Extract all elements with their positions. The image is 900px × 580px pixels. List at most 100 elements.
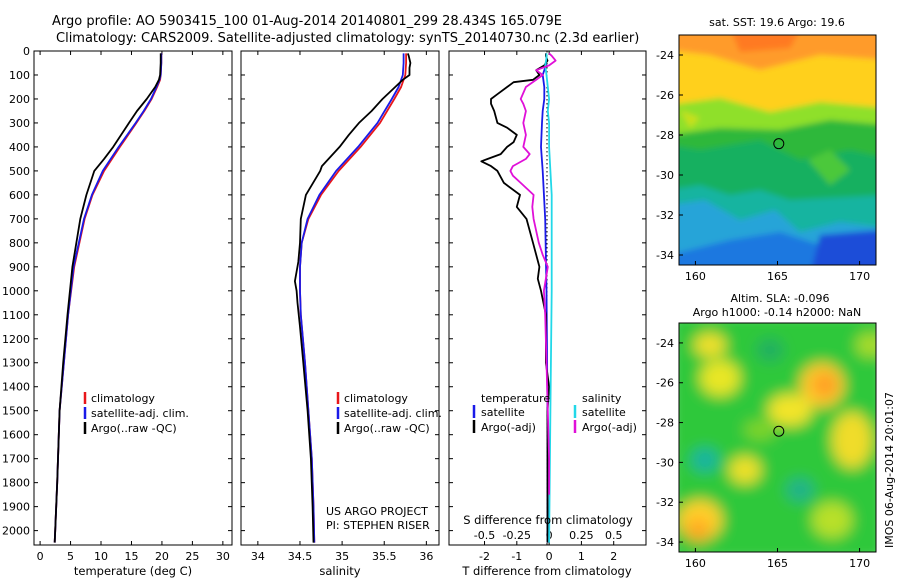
depth-tick-label: 800 (9, 237, 30, 250)
temperature-legend: climatology satellite-adj. clim. Argo(..… (83, 392, 189, 435)
difference-y-ticks (449, 50, 646, 532)
sst-map-title: sat. SST: 19.6 Argo: 19.6 (709, 16, 845, 29)
argo-float-marker (773, 425, 785, 437)
depth-tick-label: 1300 (2, 357, 30, 370)
depth-tick-label: 1200 (2, 333, 30, 346)
depth-tick-label: 200 (9, 93, 30, 106)
difference-series (480, 52, 557, 543)
lat-tick-label: -26 (656, 89, 674, 102)
legend-label-satellite: satellite-adj. clim. (344, 407, 442, 420)
depth-tick-label: 0 (23, 45, 30, 58)
salinity-series (293, 53, 412, 543)
x-tick-label: 30 (216, 550, 230, 563)
legend-header-salinity: salinity (582, 392, 622, 405)
lat-tick-label: -28 (656, 417, 674, 430)
imos-timestamp: IMOS 06-Aug-2014 20:01:07 (883, 392, 896, 548)
legend-header-temperature: temperature (481, 392, 550, 405)
x-tick-label: 25 (185, 550, 199, 563)
sst-map-axes: 160 165 170 -24 -26 -28 -30 -32 -34 (656, 49, 870, 283)
x2-tick-label: -0.5 (474, 529, 495, 542)
legend-label-s-argo: Argo(-adj) (582, 421, 637, 434)
lat-tick-label: -34 (656, 536, 674, 549)
series-line-salinity-argo-adj (509, 52, 557, 495)
sla-map-panel: Altim. SLA: -0.096 Argo h1000: -0.14 h20… (656, 292, 877, 570)
lon-tick-label: 165 (767, 557, 788, 570)
depth-tick-label: 300 (9, 117, 30, 130)
series-line-argo-raw-qc (293, 53, 412, 543)
lat-tick-label: -24 (656, 337, 674, 350)
title-line-1: Argo profile: AO 5903415_100 01-Aug-2014… (52, 14, 562, 29)
sla-map-title: Altim. SLA: -0.096 (730, 292, 829, 305)
legend-label-climatology: climatology (344, 392, 408, 405)
sla-map-axes: 160 165 170 -24 -26 -28 -30 -32 -34 (656, 337, 870, 570)
x-tick-label: 35 (335, 550, 349, 563)
legend-label-argo: Argo(..raw -QC) (344, 422, 430, 435)
legend-label-climatology: climatology (91, 392, 155, 405)
depth-tick-label: 1800 (2, 477, 30, 490)
x-tick-label: 0 (37, 550, 44, 563)
difference-legend-temperature: temperature satellite Argo(-adj) (472, 392, 550, 434)
salinity-panel: 34 34.5 35 35.5 36 climatology satellite-adj… (240, 50, 442, 578)
x-tick-label: 15 (124, 550, 138, 563)
x-tick-label: 34.5 (288, 550, 313, 563)
temperature-frame (33, 50, 233, 546)
x-tick-label: -2 (479, 550, 490, 563)
lat-tick-label: -26 (656, 377, 674, 390)
legend-label-t-satellite: satellite (481, 406, 525, 419)
salinity-frame (240, 50, 440, 546)
x-tick-label: 34 (251, 550, 265, 563)
pi-annotation: PI: STEPHEN RISER (326, 519, 430, 532)
title-line-2: Climatology: CARS2009. Satellite-adjuste… (56, 31, 639, 46)
depth-tick-label: 1500 (2, 405, 30, 418)
depth-tick-label: 1900 (2, 501, 30, 514)
depth-tick-label: 1400 (2, 381, 30, 394)
depth-tick-label: 1100 (2, 309, 30, 322)
depth-axis: 0 100 200 300 400 500 600 700 800 900 1000 1100 1200… (2, 45, 232, 538)
lat-tick-label: -24 (656, 49, 674, 62)
lon-tick-label: 160 (685, 270, 706, 283)
salinity-legend: climatology satellite-adj. clim. Argo(..… (336, 392, 442, 435)
legend-label-argo: Argo(..raw -QC) (91, 422, 177, 435)
lat-tick-label: -30 (656, 169, 674, 182)
x-tick-label: 2 (610, 550, 617, 563)
lat-tick-label: -32 (656, 209, 674, 222)
legend-label-t-argo: Argo(-adj) (481, 421, 536, 434)
x-tick-label: -1 (511, 550, 522, 563)
depth-tick-label: 500 (9, 165, 30, 178)
depth-tick-label: 1600 (2, 429, 30, 442)
depth-tick-label: 900 (9, 261, 30, 274)
x2-tick-label: 0.25 (569, 529, 594, 542)
lon-tick-label: 170 (849, 557, 870, 570)
lon-tick-label: 170 (849, 270, 870, 283)
series-line-argo-raw-qc (53, 53, 162, 543)
x-tick-label: 10 (94, 550, 108, 563)
difference-x-axis: -2 -1 0 1 2 (479, 51, 617, 563)
temperature-panel: 0100200300400500600700800900100011001200… (2, 45, 233, 578)
series-line-salinity-satellite (544, 53, 553, 543)
depth-tick-label: 2000 (2, 525, 30, 538)
series-line-satellite-adj-clim (299, 53, 405, 543)
legend-label-satellite: satellite-adj. clim. (91, 407, 189, 420)
sst-map-image (679, 35, 876, 265)
lon-tick-label: 160 (685, 557, 706, 570)
lon-tick-label: 165 (767, 270, 788, 283)
lat-tick-label: -32 (656, 496, 674, 509)
s-difference-label: S difference from climatology (463, 513, 633, 527)
sla-map-image (679, 323, 876, 552)
salinity-y-ticks (241, 50, 439, 532)
t-difference-label: T difference from climatology (461, 564, 632, 578)
x2-tick-label: -0.25 (503, 529, 531, 542)
depth-tick-label: 100 (9, 69, 30, 82)
sst-map-panel: sat. SST: 19.6 Argo: 19.6 160 165 170 -24 -2… (656, 16, 877, 283)
argo-float-marker (773, 138, 785, 150)
salinity-x-label: salinity (319, 564, 360, 578)
x2-tick-label: 0.5 (605, 529, 623, 542)
difference-panel: -2 -1 0 1 2 -0.5 -0.25 0 0.25 0.5 temperature sa… (448, 50, 647, 578)
x-tick-label: 35.5 (372, 550, 397, 563)
salinity-x-axis: 34 34.5 35 35.5 36 (251, 51, 433, 563)
x-tick-label: 0 (546, 550, 553, 563)
depth-tick-label: 400 (9, 141, 30, 154)
depth-tick-label: 1700 (2, 453, 30, 466)
temperature-x-label: temperature (deg C) (74, 564, 192, 578)
